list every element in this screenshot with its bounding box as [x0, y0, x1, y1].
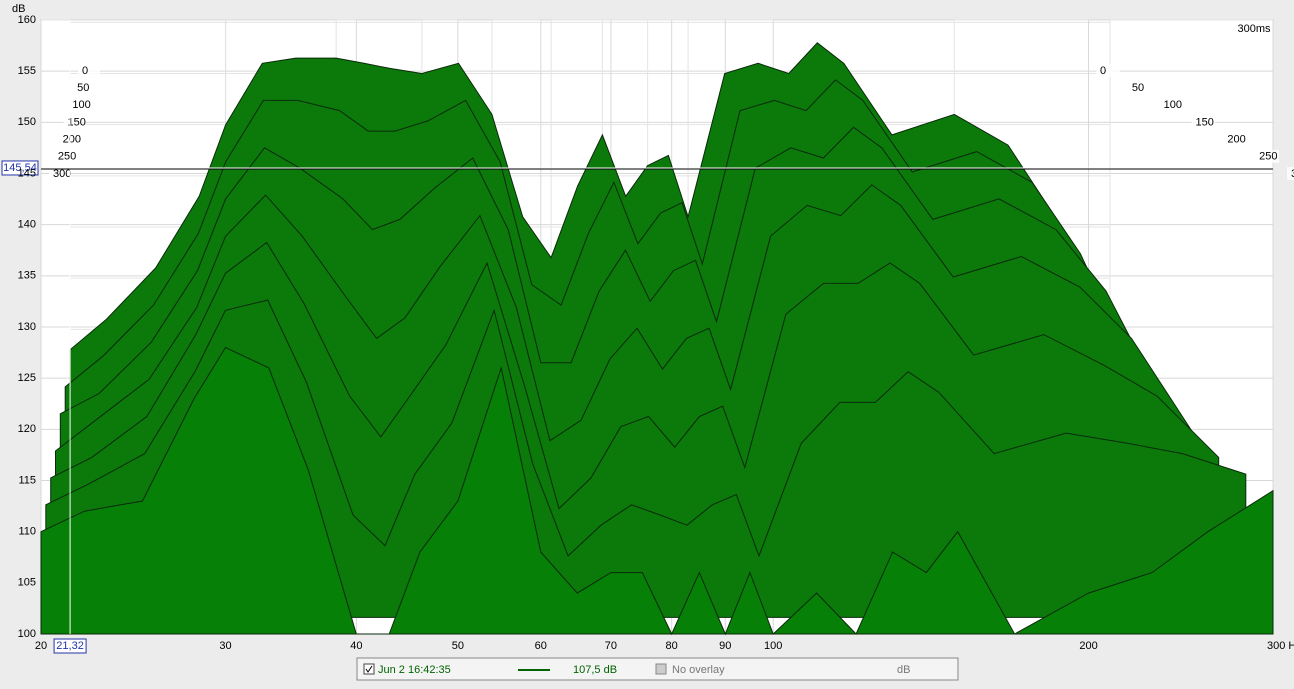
- x-tick-label: 300 Hz: [1267, 640, 1294, 652]
- cursor-y-label: 145,54: [3, 162, 37, 174]
- depth-tick-box: [68, 98, 91, 112]
- depth-tick-label: 200: [63, 134, 81, 146]
- check: [365, 665, 373, 673]
- depth-tick-box: [49, 167, 71, 180]
- depth-tick-label: 300: [53, 168, 71, 180]
- depth-tick-label: 50: [77, 82, 89, 94]
- depth-tick-label: 250: [58, 151, 76, 163]
- depth-tick-label: 0: [1100, 65, 1106, 77]
- depth-tick-label: 250: [1259, 151, 1277, 163]
- y-tick-label: 160: [18, 14, 36, 26]
- y-tick-label: 145: [18, 167, 36, 179]
- legend-overlay: No overlay: [672, 664, 725, 676]
- depth-tick-box: [1255, 149, 1280, 163]
- y-tick-label: 155: [18, 65, 36, 77]
- x-tick-label: 80: [666, 640, 678, 652]
- y-tick-label: 110: [18, 526, 36, 538]
- legend-level: 107,5 dB: [573, 664, 617, 676]
- slice-area: [45, 299, 1247, 618]
- overlay-layer: 0 0 50 50 100 100 150 150 200 200 250 250 300 300 145,…: [1, 20, 1294, 654]
- cursor-x-label: 21,32: [56, 640, 84, 652]
- depth-tick-box: [1191, 115, 1216, 129]
- depth-tick-box: [1223, 132, 1248, 146]
- depth-tick-label: 150: [68, 116, 86, 128]
- x-tick-label: 200: [1079, 640, 1097, 652]
- y-tick-label: 105: [18, 577, 36, 589]
- depth-tick-label: 50: [1132, 82, 1144, 94]
- depth-title-box: [1236, 21, 1272, 36]
- y-tick-label: 115: [18, 474, 36, 486]
- overlay-checkbox[interactable]: [655, 663, 667, 675]
- depth-tick-label: 100: [1164, 99, 1182, 111]
- y-axis-label: dB: [12, 3, 25, 15]
- y-tick-label: 130: [18, 321, 36, 333]
- y-tick-label: 150: [18, 116, 36, 128]
- y-tick-label: 125: [18, 372, 36, 384]
- cursor-y-box: [1, 160, 39, 176]
- depth-tick-label: 150: [1196, 116, 1214, 128]
- y-tick-label: 140: [18, 219, 36, 231]
- x-tick-label: 90: [719, 640, 731, 652]
- depth-tick-box: [1096, 64, 1120, 77]
- x-tick-label: 70: [605, 640, 617, 652]
- x-tick-label: 40: [350, 640, 362, 652]
- depth-tick-box: [1159, 98, 1184, 112]
- slices: [40, 42, 1274, 636]
- x-tick-label: 50: [452, 640, 464, 652]
- y-tick-label: 100: [18, 628, 36, 640]
- x-tick-label: 30: [219, 640, 231, 652]
- x-tick-label: 60: [535, 640, 547, 652]
- cursor-x-box: [53, 638, 87, 654]
- depth-tick-box: [73, 81, 96, 95]
- depth-tick-box: [1287, 167, 1294, 180]
- depth-tick-box: [63, 115, 86, 129]
- y-tick-label: 135: [18, 270, 36, 282]
- legend-date: Jun 2 16:42:35: [378, 664, 451, 676]
- depth-tick-label: 0: [82, 65, 88, 77]
- depth-tick-box: [78, 64, 100, 77]
- legend-unit: dB: [897, 664, 910, 676]
- depth-tick-label: 100: [72, 99, 90, 111]
- depth-title: 300ms: [1237, 23, 1271, 35]
- y-tick-label: 120: [18, 423, 36, 435]
- x-tick-label: 100: [764, 640, 782, 652]
- depth-tick-label: 200: [1227, 134, 1245, 146]
- depth-tick-label: 300: [1291, 168, 1294, 180]
- x-tick-label: 20: [35, 640, 47, 652]
- legend-checkbox[interactable]: [363, 663, 375, 675]
- depth-tick-box: [1127, 81, 1152, 95]
- slice-area: [40, 346, 1274, 636]
